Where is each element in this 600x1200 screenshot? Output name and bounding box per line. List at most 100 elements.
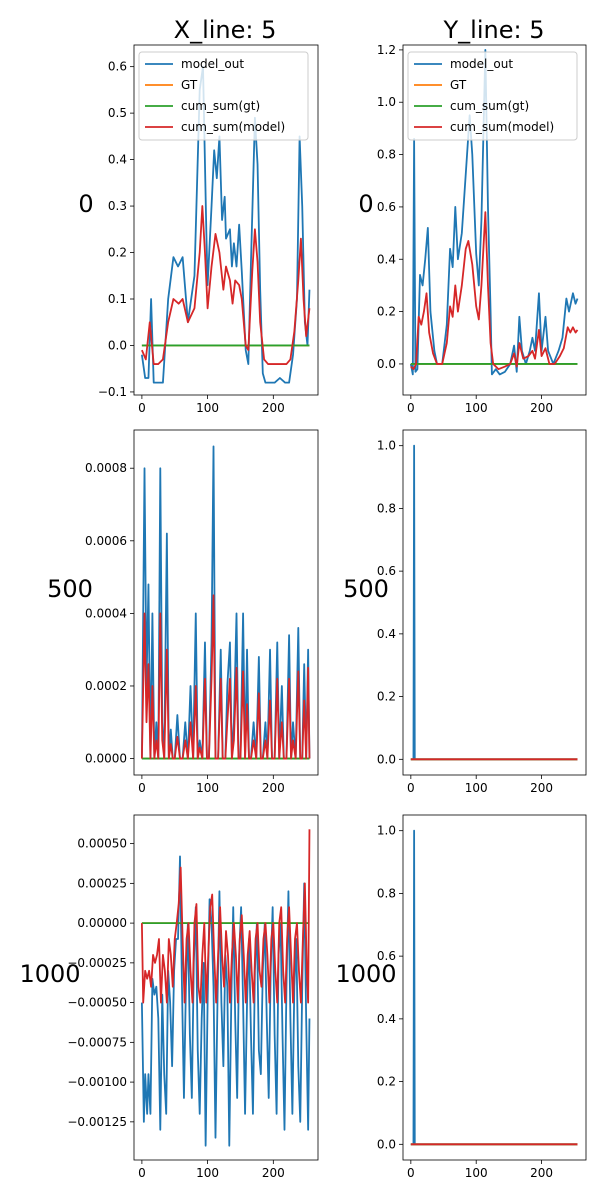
y-tick-label: 0.8	[377, 148, 396, 162]
y-tick-label: 0.0	[108, 338, 127, 352]
row-label-500-right: 500	[343, 575, 389, 603]
series-line-model_out	[140, 445, 311, 760]
y-tick-label: 0.4	[377, 252, 396, 266]
row-label-0-right: 0	[358, 190, 373, 218]
axes-frame	[133, 814, 319, 1161]
y-tick-label: 1.2	[377, 43, 396, 57]
y-tick-label: 0.00000	[77, 916, 127, 930]
y-tick-label: −0.00125	[67, 1115, 127, 1129]
y-tick-label: −0.00025	[67, 956, 127, 970]
x-tick-label: 100	[465, 781, 488, 795]
row-label-1000-right: 1000	[335, 960, 396, 988]
x-tick-label: 100	[196, 781, 219, 795]
x-tick-label: 100	[196, 1166, 219, 1180]
y-tick-label: 0.2	[108, 246, 127, 260]
x-tick-label: 200	[530, 1166, 553, 1180]
legend-label-model_out: model_out	[450, 57, 513, 71]
legend-label-cum_sum_gt: cum_sum(gt)	[181, 99, 260, 113]
series-group	[140, 445, 311, 760]
x-tick-label: 0	[407, 1166, 415, 1180]
subplot-r0-c1: 0 100 200 0.0 0.2 0.4 0.6 0.8 1.0 1.2 model_out GT c…	[377, 43, 587, 415]
axes-frame	[402, 44, 587, 396]
axes-frame	[133, 429, 319, 776]
x-tick-label: 200	[262, 781, 285, 795]
legend: model_out GT cum_sum(gt) cum_sum(model)	[138, 51, 309, 141]
x-tick-label: 100	[465, 1166, 488, 1180]
y-tick-label: 0.1	[108, 292, 127, 306]
series-group	[409, 48, 579, 376]
y-tick-label: 0.0006	[85, 534, 127, 548]
y-tick-label: 0.0	[377, 357, 396, 371]
subplot-r1-c1: 0 100 200 0.0 0.2 0.4 0.6 0.8 1.0	[377, 429, 587, 795]
y-tick-label: 0.8	[377, 501, 396, 515]
y-tick-label: 0.4	[377, 1012, 396, 1026]
y-tick-label: −0.00075	[67, 1035, 127, 1049]
y-tick-label: 0.00050	[77, 837, 127, 851]
legend-label-cum_sum_model: cum_sum(model)	[181, 120, 285, 134]
x-tick-label: 0	[138, 781, 146, 795]
y-tick-label: 0.3	[108, 199, 127, 213]
series-line-cum_sum_model	[140, 594, 311, 760]
x-tick-label: 100	[465, 401, 488, 415]
x-tick-label: 0	[407, 781, 415, 795]
x-tick-label: 200	[530, 401, 553, 415]
y-tick-label: 0.0002	[85, 679, 127, 693]
legend: model_out GT cum_sum(gt) cum_sum(model)	[407, 51, 578, 141]
series-group	[140, 829, 311, 1147]
legend-label-cum_sum_gt: cum_sum(gt)	[450, 99, 529, 113]
y-tick-label: 0.8	[377, 886, 396, 900]
y-tick-label: 0.6	[377, 564, 396, 578]
y-tick-label: 0.0008	[85, 461, 127, 475]
y-tick-label: 0.2	[377, 1075, 396, 1089]
x-tick-label: 200	[262, 1166, 285, 1180]
y-tick-label: 0.2	[377, 690, 396, 704]
x-tick-label: 200	[262, 401, 285, 415]
y-tick-label: 0.6	[377, 200, 396, 214]
subplot-r1-c0: 0 100 200 0.0000 0.0002 0.0004 0.0006 0.0008	[85, 429, 319, 795]
y-tick-label: −0.1	[98, 385, 127, 399]
y-tick-label: −0.00100	[67, 1075, 127, 1089]
series-group	[410, 444, 578, 761]
y-tick-label: 0.4	[108, 153, 127, 167]
subplot-r2-c1: 0 100 200 0.0 0.2 0.4 0.6 0.8 1.0	[377, 814, 587, 1180]
y-tick-label: 1.0	[377, 824, 396, 838]
series-line-cum_sum_model	[140, 829, 311, 1004]
y-tick-label: 0.4	[377, 627, 396, 641]
legend-frame	[138, 51, 309, 141]
x-tick-label: 0	[138, 401, 146, 415]
y-tick-label: 0.0	[377, 1137, 396, 1151]
subplot-r0-c0: 0 100 200 −0.1 0.0 0.1 0.2 0.3 0.4 0.5 0.6 model_ou…	[98, 44, 319, 415]
series-line-cum_sum_model	[141, 205, 311, 365]
row-label-1000: 1000	[19, 960, 80, 988]
legend-label-model_out: model_out	[181, 57, 244, 71]
y-tick-label: 0.6	[108, 60, 127, 74]
legend-label-cum_sum_model: cum_sum(model)	[450, 120, 554, 134]
series-group	[140, 65, 311, 384]
y-tick-label: 0.0000	[85, 752, 127, 766]
y-tick-label: 0.0004	[85, 606, 127, 620]
subplot-r2-c0: 0 100 200 −0.00125 −0.00100 −0.00075 −0.00050 −…	[67, 814, 319, 1180]
axes-frame	[402, 429, 587, 776]
x-tick-label: 0	[407, 401, 415, 415]
series-group	[410, 829, 578, 1146]
y-tick-label: 0.00025	[77, 876, 127, 890]
y-tick-label: 1.0	[377, 439, 396, 453]
y-tick-label: 0.6	[377, 949, 396, 963]
x-tick-label: 200	[530, 781, 553, 795]
x-tick-label: 100	[196, 401, 219, 415]
series-line-model_out	[409, 48, 579, 376]
column-title-y: Y_line: 5	[443, 16, 545, 44]
series-line-cum_sum_model	[410, 211, 579, 371]
y-tick-label: 0.0	[377, 752, 396, 766]
column-title-x: X_line: 5	[174, 16, 277, 44]
y-tick-label: 0.5	[108, 106, 127, 120]
axes-frame	[402, 814, 587, 1161]
legend-frame	[407, 51, 578, 141]
row-label-0: 0	[78, 190, 93, 218]
subplot-grid: 0 100 200 −0.1 0.0 0.1 0.2 0.3 0.4 0.5 0.6 model_ou…	[67, 43, 587, 1180]
series-line-model_out	[140, 65, 311, 384]
y-tick-label: 0.2	[377, 305, 396, 319]
axes-frame	[133, 44, 319, 396]
y-tick-label: −0.00050	[67, 996, 127, 1010]
